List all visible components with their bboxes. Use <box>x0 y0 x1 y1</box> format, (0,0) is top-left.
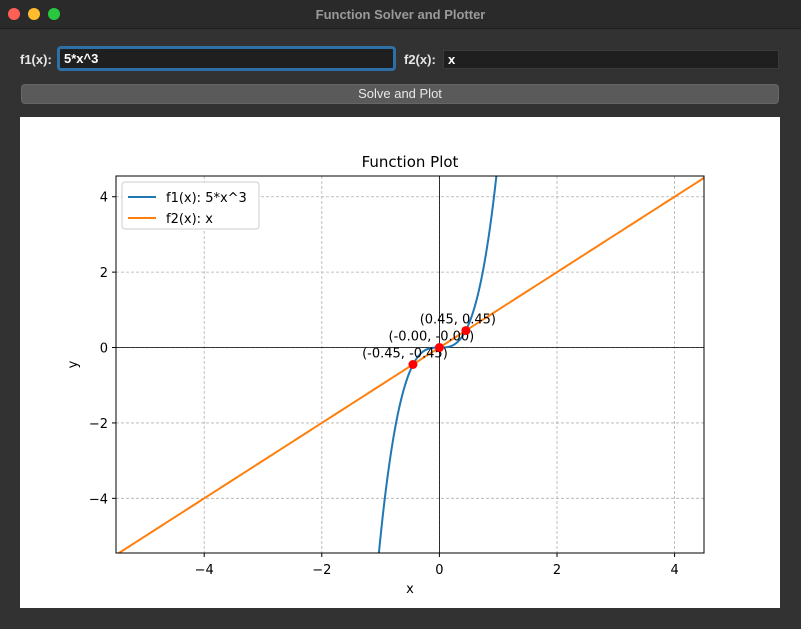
chart-title: Function Plot <box>362 153 459 171</box>
y-tick-label: 4 <box>100 191 108 206</box>
intersection-label: (-0.00, -0.00) <box>389 330 475 345</box>
x-tick-label: 2 <box>553 563 561 578</box>
f2-label: f2(x): <box>404 52 436 67</box>
series-f1-line <box>377 176 498 553</box>
intersection-label: (0.45, 0.45) <box>420 313 496 328</box>
x-axis-label: x <box>406 582 414 597</box>
close-window-button[interactable] <box>8 8 20 20</box>
y-tick-label: −4 <box>89 492 108 507</box>
axis-ticks: −4 −2 0 2 4 −4 −2 0 2 4 <box>89 191 679 578</box>
intersection-label: (-0.45, -0.45) <box>362 347 448 362</box>
x-tick-label: −2 <box>312 563 331 578</box>
y-tick-label: −2 <box>89 417 108 432</box>
y-tick-label: 0 <box>100 342 108 357</box>
chart-legend: f1(x): 5*x^3 f2(x): x <box>121 181 260 230</box>
intersection-point <box>461 326 471 336</box>
plot-canvas: Function Plot (-0.45, -0.45) (-0.00, -0.0… <box>20 117 780 608</box>
y-axis-label: y <box>66 360 81 368</box>
maximize-window-button[interactable] <box>48 8 60 20</box>
intersection-point <box>434 343 444 353</box>
f2-input[interactable] <box>443 50 779 69</box>
x-tick-label: −4 <box>195 563 214 578</box>
intersection-point <box>408 360 418 369</box>
function-plot-chart: Function Plot (-0.45, -0.45) (-0.00, -0.0… <box>66 153 705 597</box>
legend-box <box>121 181 260 230</box>
legend-entry-f1: f1(x): 5*x^3 <box>166 191 247 206</box>
title-bar: Function Solver and Plotter <box>0 0 801 29</box>
intersection-points: (-0.45, -0.45) (-0.00, -0.00) (0.45, 0.45) <box>362 313 496 369</box>
legend-entry-f2: f2(x): x <box>166 212 213 227</box>
zero-axes <box>116 176 704 553</box>
x-tick-label: 0 <box>435 563 443 578</box>
y-tick-label: 2 <box>100 266 108 281</box>
minimize-window-button[interactable] <box>28 8 40 20</box>
plot-frame <box>115 175 705 554</box>
x-tick-label: 4 <box>670 563 678 578</box>
window-title: Function Solver and Plotter <box>315 7 486 22</box>
f1-input[interactable] <box>57 46 396 71</box>
solve-and-plot-button[interactable]: Solve and Plot <box>21 84 779 104</box>
f1-label: f1(x): <box>20 52 52 67</box>
